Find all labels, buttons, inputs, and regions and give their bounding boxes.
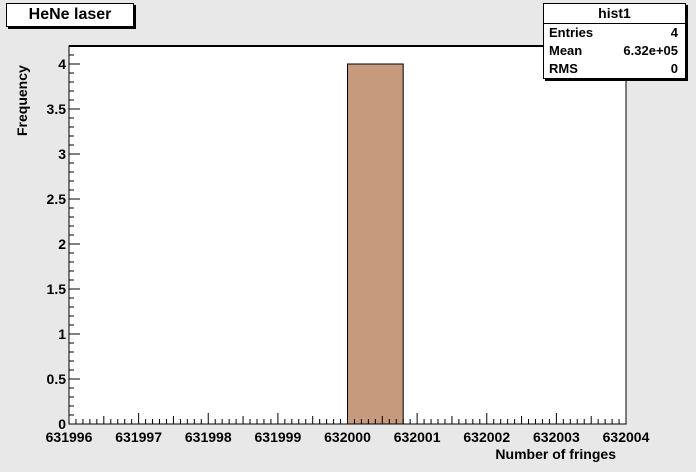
x-tick-label: 631996: [46, 429, 93, 445]
y-tick-label: 1: [58, 326, 66, 342]
chart-title: HeNe laser: [6, 3, 134, 27]
y-tick-label: 3.5: [47, 101, 67, 117]
x-tick-label: 632004: [603, 429, 650, 445]
stats-value: 6.32e+05: [623, 43, 678, 58]
x-tick-label: 631997: [115, 429, 162, 445]
y-tick-label: 0: [58, 416, 66, 432]
y-tick-label: 4: [58, 56, 66, 72]
stats-row-entries: Entries 4: [544, 24, 685, 42]
histogram-bar: [347, 63, 404, 425]
y-tick-label: 1.5: [47, 281, 67, 297]
stats-value: 4: [670, 25, 678, 40]
stats-label: RMS: [549, 61, 578, 76]
y-axis-title: Frequency: [14, 65, 30, 136]
x-tick-label: 632003: [533, 429, 580, 445]
x-axis-title: Number of fringes: [495, 446, 616, 462]
stats-row-mean: Mean 6.32e+05: [544, 42, 685, 60]
x-tick-label: 631998: [185, 429, 232, 445]
stats-label: Entries: [549, 25, 594, 40]
y-tick-label: 2: [58, 236, 66, 252]
stats-row-rms: RMS 0: [544, 60, 685, 78]
x-tick-label: 631999: [255, 429, 302, 445]
stats-title: hist1: [544, 4, 685, 24]
stats-box: hist1 Entries 4 Mean 6.32e+05 RMS 0: [543, 3, 686, 79]
x-tick-label: 632002: [463, 429, 510, 445]
y-tick-label: 0.5: [47, 371, 67, 387]
x-tick-label: 632001: [394, 429, 441, 445]
x-tick-label: 632000: [324, 429, 371, 445]
stats-label: Mean: [549, 43, 583, 58]
stats-value: 0: [670, 61, 678, 76]
y-tick-label: 3: [58, 146, 66, 162]
y-tick-label: 2.5: [47, 191, 67, 207]
